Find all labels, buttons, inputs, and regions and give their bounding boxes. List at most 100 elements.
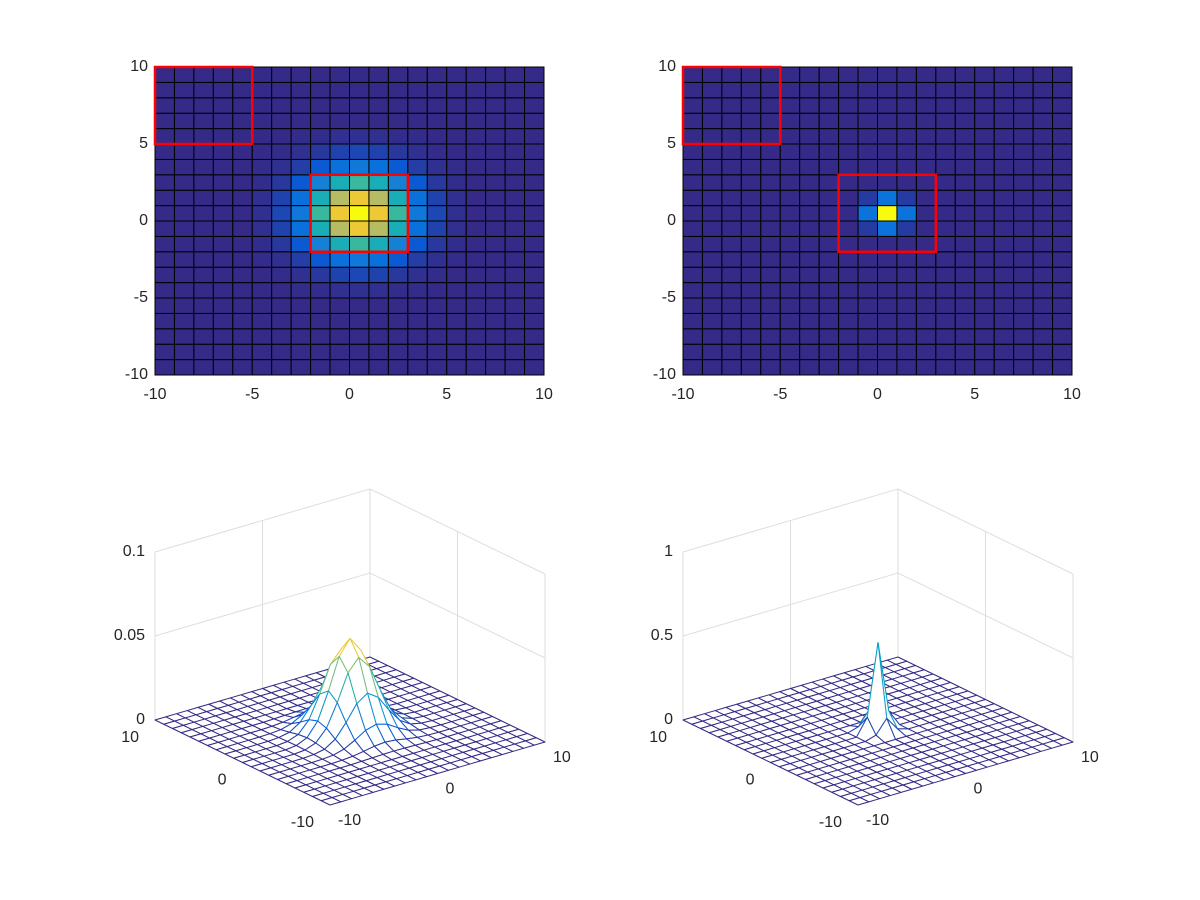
heatmap-cell <box>426 81 448 99</box>
heatmap-cell <box>701 266 723 284</box>
heatmap-cell <box>173 266 195 284</box>
heatmap-cell <box>993 66 1015 83</box>
heatmap-cell <box>954 97 976 114</box>
heatmap-cell <box>935 128 956 145</box>
heatmap-cell <box>740 297 762 314</box>
heatmap-cell <box>524 158 545 176</box>
heatmap-cell <box>446 282 467 299</box>
heatmap-cell <box>877 205 898 222</box>
heatmap-cell <box>251 112 273 130</box>
heatmap-cell <box>935 158 956 176</box>
heatmap-cell <box>779 97 801 114</box>
heatmap-cell <box>329 205 350 222</box>
heatmap-cell <box>446 112 467 130</box>
heatmap-cell <box>877 112 898 130</box>
heatmap-cell <box>799 112 820 130</box>
heatmap-cell <box>310 220 331 237</box>
y-tick-label: 0 <box>139 212 148 229</box>
heatmap-cell <box>349 205 370 222</box>
heatmap-cell <box>290 359 312 376</box>
heatmap-cell <box>896 158 917 176</box>
heatmap-cell <box>721 174 742 191</box>
x-tick-label: 0 <box>873 386 882 403</box>
heatmap-cell <box>721 205 742 222</box>
heatmap-cell <box>721 343 742 361</box>
heatmap-cell <box>857 128 878 145</box>
heatmap-cell <box>504 312 526 330</box>
heatmap-cell <box>896 297 917 314</box>
heatmap-cell <box>368 66 389 83</box>
heatmap-cell <box>485 205 506 222</box>
heatmap-cell <box>760 97 781 114</box>
heatmap-cell <box>329 66 350 83</box>
heatmap-cell <box>504 235 526 253</box>
heatmap-cell <box>485 312 506 330</box>
heatmap-cell <box>818 266 840 284</box>
heatmap-cell <box>232 359 253 376</box>
heatmap-cell <box>877 97 898 114</box>
heatmap-cell <box>721 189 742 207</box>
heatmap-cell <box>896 189 917 207</box>
heatmap-cell <box>251 97 273 114</box>
heatmap-cell <box>818 282 840 299</box>
heatmap-cell <box>193 205 214 222</box>
heatmap-cell <box>1052 282 1073 299</box>
heatmap-cell <box>818 312 840 330</box>
y-tick-label: 10 <box>649 729 667 746</box>
heatmap-cell <box>818 220 840 237</box>
y-tick-label: 0 <box>218 772 227 789</box>
y-tick-label: 5 <box>139 135 148 152</box>
heatmap-cell <box>446 359 467 376</box>
heatmap-cell <box>974 328 995 345</box>
heatmap-cell <box>1052 359 1073 376</box>
heatmap-cell <box>838 143 859 160</box>
heatmap-cell <box>368 174 389 191</box>
heatmap-cell <box>935 235 956 253</box>
heatmap-cell <box>915 312 937 330</box>
heatmap-cell <box>682 66 703 83</box>
heatmap-cell <box>407 189 428 207</box>
y-tick-label: -10 <box>125 366 148 383</box>
heatmap-cell <box>426 297 448 314</box>
heatmap-cell <box>779 81 801 99</box>
heatmap-cell <box>310 328 331 345</box>
heatmap-cell <box>232 282 253 299</box>
heatmap-cell <box>465 328 487 345</box>
heatmap-cell <box>212 189 234 207</box>
heatmap-cell <box>818 174 840 191</box>
heatmap-cell <box>838 97 859 114</box>
heatmap-cell <box>154 112 175 130</box>
heatmap-cell <box>232 128 253 145</box>
heatmap-cell <box>232 235 253 253</box>
heatmap-cell <box>310 359 331 376</box>
heatmap-cell <box>993 158 1015 176</box>
heatmap-cell <box>857 174 878 191</box>
heatmap-cell <box>954 158 976 176</box>
heatmap-cell <box>368 297 389 314</box>
heatmap-cell <box>740 158 762 176</box>
heatmap-cell <box>740 143 762 160</box>
heatmap-cell <box>954 297 976 314</box>
heatmap-cell <box>935 282 956 299</box>
heatmap-cell <box>232 112 253 130</box>
heatmap-cell <box>349 343 370 361</box>
heatmap-cell <box>877 312 898 330</box>
heatmap-cell <box>1013 189 1034 207</box>
heatmap-cell <box>760 81 781 99</box>
heatmap-cell <box>368 235 389 253</box>
heatmap-cell <box>407 251 428 268</box>
heatmap-cell <box>1013 205 1034 222</box>
heatmap-cell <box>173 205 195 222</box>
heatmap-cell <box>290 66 312 83</box>
heatmap-cell <box>877 174 898 191</box>
heatmap-cell <box>290 143 312 160</box>
heatmap-cell <box>524 112 545 130</box>
heatmap-cell <box>485 282 506 299</box>
heatmap-cell <box>290 174 312 191</box>
heatmap-cell <box>701 343 723 361</box>
heatmap-cell <box>896 312 917 330</box>
heatmap-cell <box>485 297 506 314</box>
z-tick-label: 0.5 <box>651 627 673 644</box>
heatmap-cell <box>524 97 545 114</box>
heatmap-cell <box>251 312 273 330</box>
